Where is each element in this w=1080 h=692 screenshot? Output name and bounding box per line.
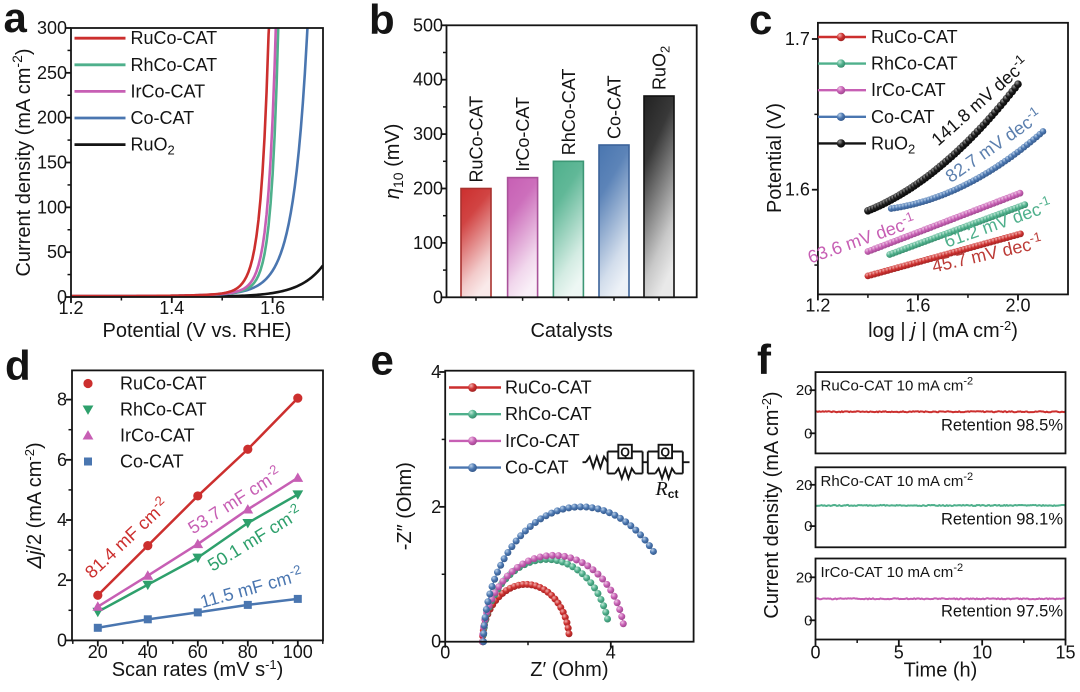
svg-text:20: 20: [796, 382, 813, 399]
svg-text:RuO2: RuO2: [871, 133, 915, 156]
svg-text:2: 2: [57, 570, 67, 590]
svg-text:50: 50: [47, 242, 67, 262]
svg-text:Co-CAT: Co-CAT: [120, 452, 184, 472]
svg-text:40: 40: [138, 642, 158, 662]
svg-text:60: 60: [188, 642, 208, 662]
svg-text:RhCo-CAT 10 mA cm-2: RhCo-CAT 10 mA cm-2: [821, 471, 974, 490]
svg-text:Q: Q: [660, 445, 670, 459]
svg-text:1.6: 1.6: [785, 180, 810, 200]
svg-text:15: 15: [1055, 643, 1075, 663]
svg-text:Co-CAT: Co-CAT: [505, 458, 569, 478]
svg-text:1.2: 1.2: [58, 298, 83, 318]
svg-text:RuO2: RuO2: [650, 46, 673, 90]
svg-text:Co-CAT: Co-CAT: [871, 107, 935, 127]
svg-text:4: 4: [606, 643, 616, 663]
svg-text:a: a: [4, 0, 28, 41]
svg-text:Q: Q: [620, 445, 630, 459]
svg-text:IrCo-CAT: IrCo-CAT: [505, 431, 580, 451]
svg-text:d: d: [5, 342, 31, 389]
svg-text:Catalysts: Catalysts: [530, 320, 612, 342]
svg-text:20: 20: [796, 569, 813, 586]
svg-text:b: b: [369, 0, 395, 43]
svg-text:4: 4: [431, 362, 441, 382]
svg-text:Retention 98.5%: Retention 98.5%: [941, 416, 1063, 434]
svg-text:20: 20: [88, 642, 108, 662]
svg-text:IrCo-CAT 10 mA cm-2: IrCo-CAT 10 mA cm-2: [821, 562, 964, 581]
svg-text:80: 80: [238, 642, 258, 662]
svg-text:0: 0: [440, 643, 450, 663]
svg-text:0: 0: [57, 630, 67, 650]
svg-text:0: 0: [431, 632, 441, 652]
svg-text:6: 6: [57, 450, 67, 470]
svg-text:RuO2: RuO2: [131, 135, 175, 158]
svg-text:0: 0: [57, 287, 67, 307]
svg-text:8: 8: [57, 390, 67, 410]
svg-text:Rct: Rct: [655, 478, 679, 501]
svg-text:Scan rates (mV s-1): Scan rates (mV s-1): [112, 657, 284, 682]
svg-text:RuCo-CAT: RuCo-CAT: [505, 378, 592, 398]
svg-text:2.0: 2.0: [1005, 295, 1030, 315]
svg-text:1.2: 1.2: [805, 295, 830, 315]
svg-text:1.7: 1.7: [785, 29, 810, 49]
svg-text:IrCo-CAT: IrCo-CAT: [131, 81, 206, 101]
svg-text:4: 4: [57, 510, 67, 530]
svg-text:Time (h): Time (h): [904, 660, 978, 682]
svg-text:400: 400: [413, 70, 443, 90]
svg-text:250: 250: [37, 63, 67, 83]
svg-text:200: 200: [413, 179, 443, 199]
svg-text:Co-CAT: Co-CAT: [131, 108, 195, 128]
svg-text:1.6: 1.6: [260, 298, 285, 318]
svg-text:150: 150: [37, 153, 67, 173]
svg-text:300: 300: [37, 18, 67, 38]
svg-text:IrCo-CAT: IrCo-CAT: [120, 426, 195, 446]
svg-text:20: 20: [796, 477, 813, 494]
svg-text:Z′ (Ohm): Z′ (Ohm): [530, 659, 608, 681]
svg-text:RuCo-CAT: RuCo-CAT: [131, 28, 218, 48]
svg-text:200: 200: [37, 108, 67, 128]
svg-text:log | j | (mA cm-2): log | j | (mA cm-2): [868, 318, 1018, 343]
svg-text:RhCo-CAT: RhCo-CAT: [131, 55, 218, 75]
svg-text:Potential (V vs. RHE): Potential (V vs. RHE): [103, 320, 292, 342]
svg-text:Current density (mA cm-2): Current density (mA cm-2): [9, 48, 35, 276]
svg-text:RhCo-CAT: RhCo-CAT: [871, 54, 958, 74]
svg-text:Potential (V): Potential (V): [764, 103, 786, 213]
svg-text:1.6: 1.6: [905, 295, 930, 315]
svg-text:10: 10: [972, 643, 992, 663]
svg-text:0: 0: [810, 643, 820, 663]
svg-text:f: f: [757, 336, 772, 383]
svg-text:IrCo-CAT: IrCo-CAT: [513, 97, 533, 172]
svg-text:Δj/2 (mA cm-2): Δj/2 (mA cm-2): [22, 442, 47, 569]
svg-text:-Z″ (Ohm): -Z″ (Ohm): [394, 462, 416, 550]
svg-text:RuCo-CAT: RuCo-CAT: [871, 27, 958, 47]
svg-text:RuCo-CAT 10 mA cm-2: RuCo-CAT 10 mA cm-2: [821, 376, 974, 395]
svg-text:Retention 97.5%: Retention 97.5%: [941, 603, 1063, 621]
svg-text:RhCo-CAT: RhCo-CAT: [559, 69, 579, 156]
svg-text:1.4: 1.4: [159, 298, 184, 318]
svg-text:500: 500: [413, 15, 443, 35]
svg-text:100: 100: [283, 642, 313, 662]
svg-text:0: 0: [804, 518, 812, 535]
svg-text:RuCo-CAT: RuCo-CAT: [120, 374, 207, 394]
svg-text:Retention 98.1%: Retention 98.1%: [941, 510, 1063, 528]
svg-text:100: 100: [37, 197, 67, 217]
svg-text:0: 0: [433, 287, 443, 307]
svg-text:IrCo-CAT: IrCo-CAT: [871, 80, 946, 100]
svg-text:Current density (mA cm-2): Current density (mA cm-2): [759, 391, 784, 618]
svg-text:RhCo-CAT: RhCo-CAT: [505, 404, 592, 424]
svg-text:Co-CAT: Co-CAT: [605, 75, 625, 139]
svg-text:e: e: [371, 337, 394, 384]
svg-text:RhCo-CAT: RhCo-CAT: [120, 400, 207, 420]
svg-text:0: 0: [804, 425, 812, 442]
svg-text:c: c: [749, 0, 772, 43]
svg-text:5: 5: [894, 643, 904, 663]
svg-text:300: 300: [413, 124, 443, 144]
svg-text:RuCo-CAT: RuCo-CAT: [467, 96, 487, 183]
svg-text:2: 2: [431, 497, 441, 517]
svg-text:η10 (mV): η10 (mV): [382, 124, 406, 200]
svg-text:100: 100: [413, 233, 443, 253]
svg-text:0: 0: [804, 612, 812, 629]
